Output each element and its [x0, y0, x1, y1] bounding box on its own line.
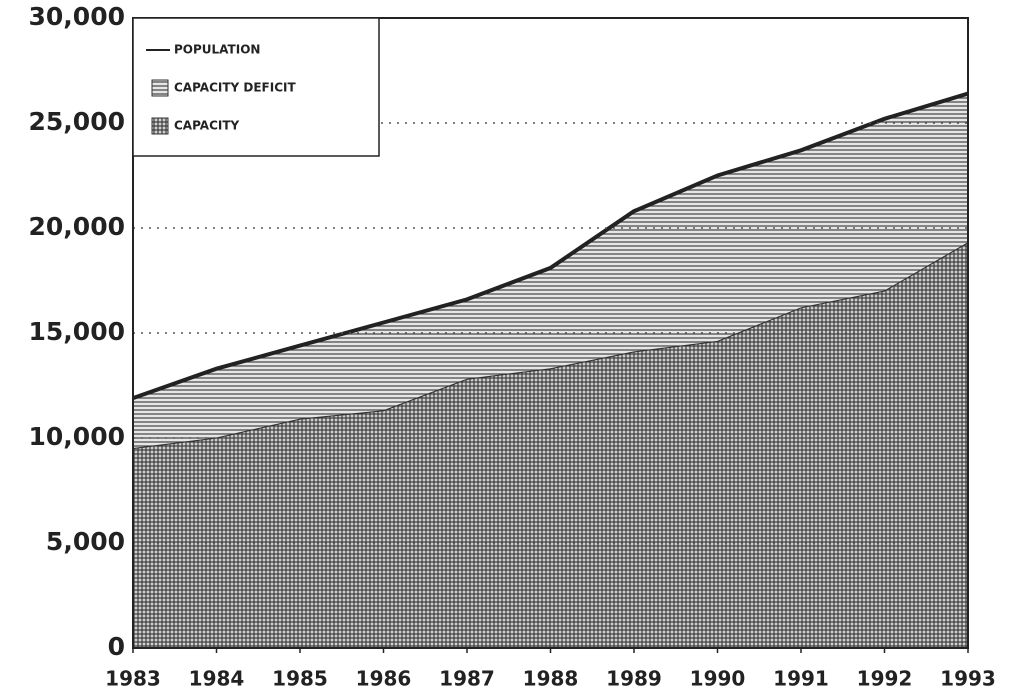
y-tick-label: 5,000: [46, 527, 125, 556]
y-tick-label: 0: [108, 632, 125, 661]
legend: POPULATION CAPACITY DEFICIT CAPACITY: [132, 17, 380, 157]
legend-label: CAPACITY DEFICIT: [174, 81, 296, 95]
x-tick-label: 1983: [105, 667, 161, 691]
plot-frame: [132, 17, 969, 649]
y-tick-label: 15,000: [29, 317, 125, 346]
y-tick-label: 25,000: [29, 107, 125, 136]
line: [132, 91, 969, 400]
x-tick-label: 1990: [690, 667, 746, 691]
y-tick-label: 30,000: [29, 2, 125, 31]
legend-box: [132, 17, 380, 157]
x-tick-label: 1987: [439, 667, 495, 691]
legend-swatch: [151, 117, 169, 135]
x-tick-label: 1993: [940, 667, 996, 691]
x-tick-label: 1984: [189, 667, 245, 691]
x-tick-label: 1991: [773, 667, 829, 691]
x-tick-label: 1986: [356, 667, 412, 691]
y-tick-label: 20,000: [29, 212, 125, 241]
x-tick-label: 1985: [272, 667, 328, 691]
y-tick-label: 10,000: [29, 422, 125, 451]
legend-label: POPULATION: [174, 43, 260, 57]
x-tick-label: 1989: [606, 667, 662, 691]
legend-label: CAPACITY: [174, 119, 240, 133]
x-tick-label: 1992: [857, 667, 913, 691]
legend-swatch: [151, 79, 169, 97]
x-tick-label: 1988: [523, 667, 579, 691]
